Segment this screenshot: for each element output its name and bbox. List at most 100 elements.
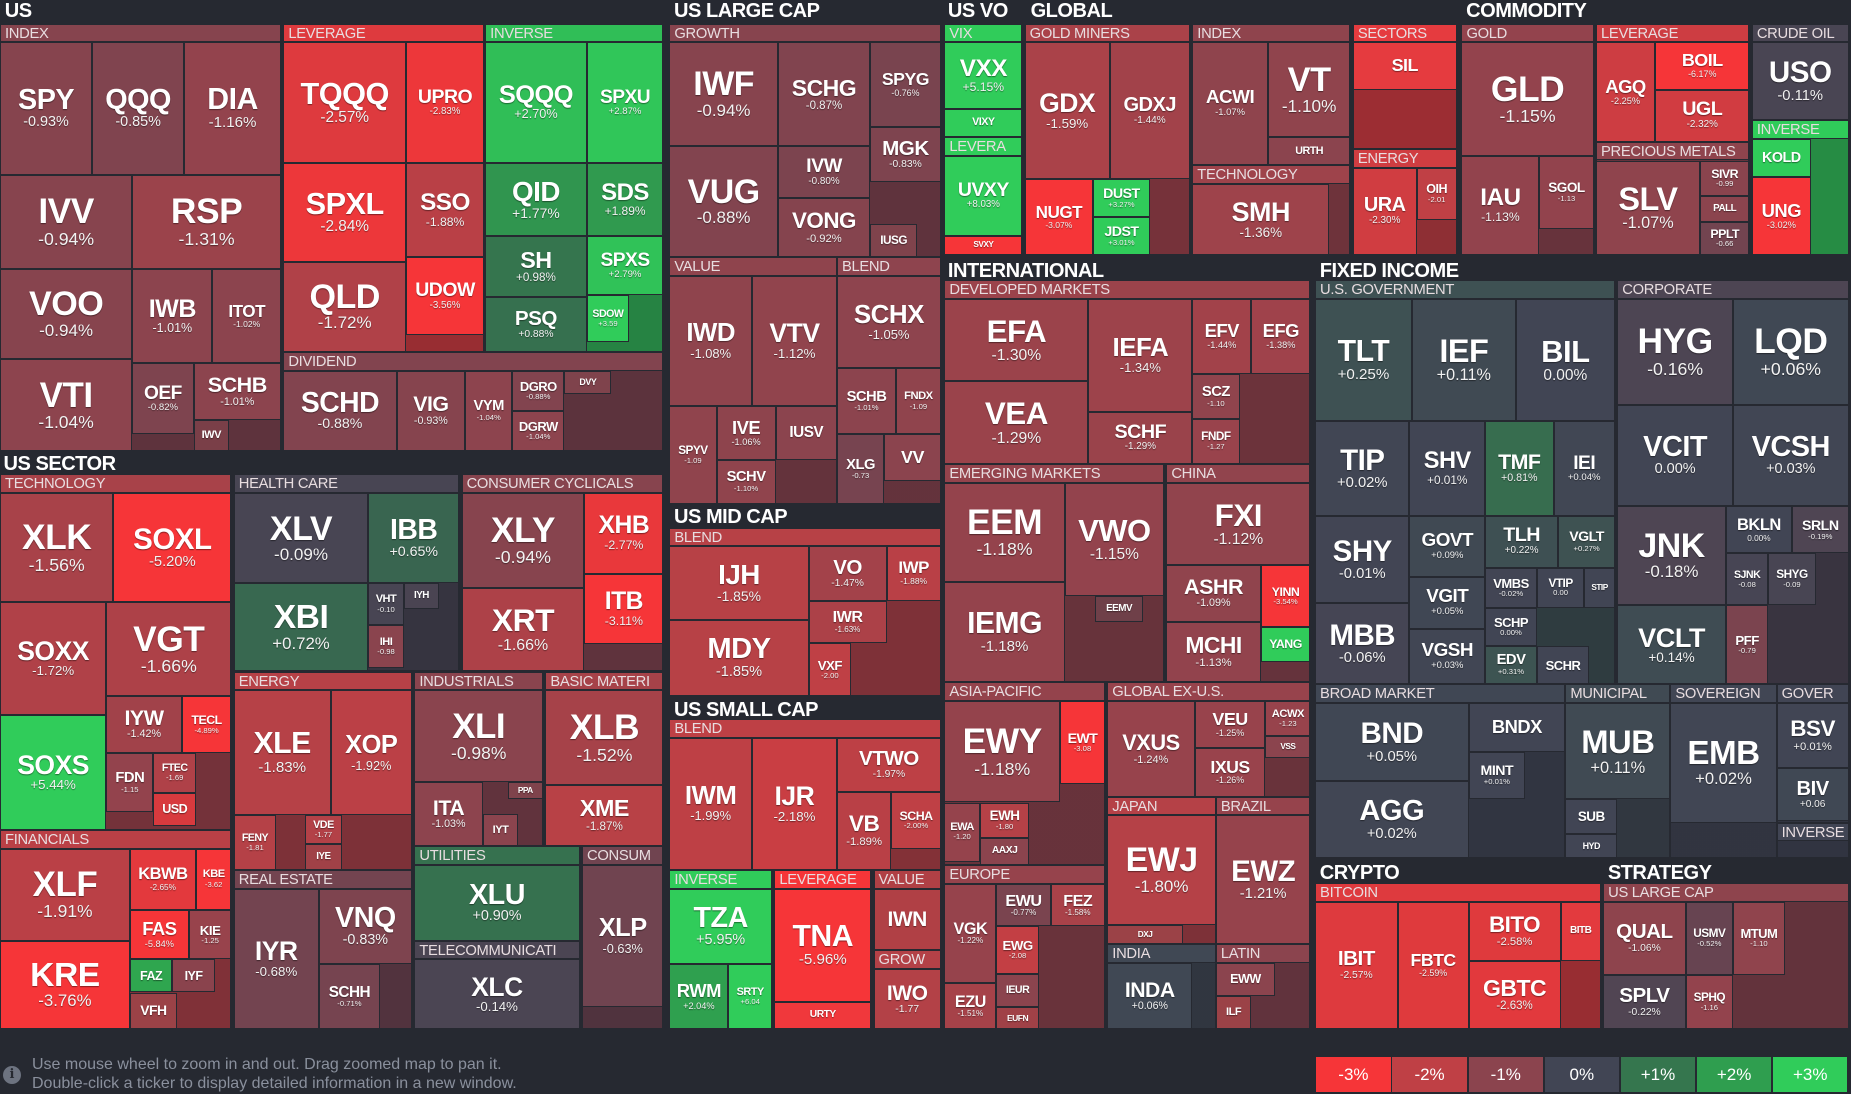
- tile[interactable]: VIXY: [944, 108, 1023, 137]
- tile[interactable]: QUAL -1.06%: [1603, 901, 1686, 975]
- tile[interactable]: AGQ -2.25%: [1596, 42, 1656, 142]
- tile[interactable]: TLT +0.25%: [1315, 298, 1412, 422]
- tile[interactable]: KBE -3.62: [195, 848, 232, 910]
- tile[interactable]: SHYG -0.09: [1768, 553, 1816, 606]
- tile[interactable]: BSV +0.01%: [1776, 703, 1849, 769]
- tile[interactable]: SOXS +5.44%: [0, 715, 107, 830]
- tile[interactable]: IWP -1.88%: [886, 546, 941, 601]
- tile[interactable]: INDA +0.06%: [1107, 963, 1193, 1030]
- tile[interactable]: VWO -1.15%: [1064, 482, 1164, 596]
- tile[interactable]: SPXL -2.84%: [283, 162, 407, 262]
- tile[interactable]: EWZ -1.21%: [1215, 815, 1311, 945]
- tile[interactable]: SLV -1.07%: [1596, 160, 1700, 255]
- tile[interactable]: VIG -0.93%: [396, 370, 466, 451]
- tile[interactable]: GBTC -2.63%: [1468, 960, 1561, 1030]
- tile[interactable]: IYT: [482, 814, 519, 847]
- tile[interactable]: IYE: [304, 843, 343, 870]
- tile[interactable]: YANG: [1260, 626, 1311, 663]
- tile[interactable]: GDXJ -1.44%: [1109, 42, 1190, 180]
- tile[interactable]: SPY -0.93%: [0, 42, 93, 175]
- tile[interactable]: UDOW -3.56%: [406, 257, 484, 336]
- tile[interactable]: IAU -1.13%: [1461, 155, 1540, 255]
- tile[interactable]: PPA: [507, 782, 543, 799]
- tile[interactable]: FENY -1.81: [233, 815, 277, 870]
- tile[interactable]: HYD: [1565, 834, 1618, 858]
- tile[interactable]: XBI +0.72%: [233, 582, 369, 672]
- tile[interactable]: MINT +0.01%: [1468, 751, 1526, 799]
- tile[interactable]: STIP: [1584, 567, 1615, 608]
- tile[interactable]: EMB +0.02%: [1670, 703, 1777, 823]
- tile[interactable]: QLD -1.72%: [283, 261, 407, 352]
- tile[interactable]: IUSG: [870, 224, 918, 258]
- tile[interactable]: IWV: [193, 420, 229, 451]
- tile[interactable]: VEU -1.25%: [1194, 701, 1266, 749]
- tile[interactable]: EDV +0.31%: [1485, 645, 1537, 685]
- tile[interactable]: PSQ +0.88%: [485, 297, 587, 352]
- tile[interactable]: FDN -1.15: [106, 752, 154, 812]
- tile[interactable]: SGOL -1.13: [1539, 155, 1594, 229]
- tile[interactable]: SCHD -0.88%: [283, 370, 397, 451]
- tile[interactable]: EEMV: [1095, 595, 1143, 622]
- tile[interactable]: VTWO -1.97%: [836, 737, 941, 792]
- tile[interactable]: TECL -4.89%: [181, 696, 232, 753]
- tile[interactable]: MCHI -1.13%: [1166, 621, 1261, 683]
- tile[interactable]: TQQQ -2.57%: [283, 42, 407, 163]
- tile[interactable]: FEZ -1.58%: [1050, 883, 1105, 927]
- tile[interactable]: HYG -0.16%: [1617, 298, 1733, 405]
- tile[interactable]: URTY: [774, 1001, 872, 1030]
- tile[interactable]: VSS: [1265, 736, 1311, 758]
- tile[interactable]: XRT -1.66%: [461, 587, 585, 672]
- tile[interactable]: SJNK -0.08: [1725, 553, 1769, 606]
- tile[interactable]: URTH: [1267, 136, 1351, 166]
- tile[interactable]: SMH -1.36%: [1192, 184, 1330, 255]
- tile[interactable]: EFG -1.38%: [1251, 298, 1311, 375]
- tile[interactable]: USMV -0.52%: [1685, 901, 1733, 975]
- tile[interactable]: ITA -1.03%: [414, 782, 483, 847]
- tile[interactable]: KIE -1.25: [188, 909, 232, 960]
- tile[interactable]: BNDX: [1468, 703, 1566, 752]
- tile[interactable]: SCHX -1.05%: [836, 276, 941, 369]
- tile[interactable]: IWO -1.77: [873, 968, 941, 1030]
- tile[interactable]: NUGT -3.07%: [1024, 179, 1094, 255]
- tile[interactable]: KOLD: [1751, 139, 1811, 177]
- tile[interactable]: RWM +2.04%: [669, 964, 729, 1030]
- tile[interactable]: IWF -0.94%: [669, 42, 778, 147]
- tile[interactable]: SOXL -5.20%: [113, 493, 232, 602]
- tile[interactable]: AAXJ: [979, 837, 1030, 866]
- tile[interactable]: DXJ: [1107, 925, 1183, 945]
- tile[interactable]: IVW -0.80%: [777, 146, 870, 199]
- tile[interactable]: AGG +0.02%: [1315, 781, 1469, 858]
- tile[interactable]: ITB -3.11%: [584, 573, 664, 645]
- tile[interactable]: VGLT +0.27%: [1558, 515, 1615, 568]
- tile[interactable]: BKLN 0.00%: [1725, 506, 1792, 554]
- tile[interactable]: ACWX -1.23: [1265, 701, 1311, 737]
- tile[interactable]: IJR -2.18%: [751, 737, 837, 870]
- tile[interactable]: XOP -1.92%: [330, 690, 412, 816]
- tile[interactable]: SHY -0.01%: [1315, 515, 1410, 604]
- tile[interactable]: SDOW +3.59: [586, 295, 630, 343]
- tile[interactable]: EEM -1.18%: [944, 482, 1065, 582]
- tile[interactable]: YINN -3.54%: [1260, 565, 1311, 627]
- tile[interactable]: IWM -1.99%: [669, 737, 752, 870]
- tile[interactable]: SCHB -1.01%: [193, 363, 281, 421]
- tile[interactable]: IVE -1.06%: [716, 405, 776, 461]
- tile[interactable]: EZU -1.51%: [944, 983, 997, 1030]
- tile[interactable]: XLV -0.09%: [233, 493, 369, 583]
- tile[interactable]: VXUS -1.24%: [1107, 701, 1195, 797]
- tile[interactable]: TNA -5.96%: [774, 888, 872, 1002]
- tile[interactable]: DIA -1.16%: [184, 42, 281, 175]
- tile[interactable]: MGK -0.83%: [870, 127, 941, 182]
- tile[interactable]: VCSH +0.03%: [1732, 404, 1849, 507]
- tile[interactable]: EWJ -1.80%: [1107, 815, 1216, 926]
- tile[interactable]: EWU -0.77%: [996, 883, 1051, 927]
- tile[interactable]: SCHH -0.71%: [318, 964, 381, 1030]
- tile[interactable]: VYM -1.04%: [465, 370, 513, 451]
- tile[interactable]: SCHF -1.29%: [1088, 411, 1193, 464]
- tile[interactable]: DVY: [564, 370, 612, 395]
- tile[interactable]: USD: [153, 793, 196, 827]
- tile[interactable]: VTI -1.04%: [0, 358, 133, 451]
- tile[interactable]: XHB -2.77%: [584, 493, 664, 574]
- tile[interactable]: VTV -1.12%: [751, 276, 837, 406]
- tile[interactable]: TLH +0.22%: [1485, 515, 1559, 568]
- tile[interactable]: RSP -1.31%: [132, 174, 281, 270]
